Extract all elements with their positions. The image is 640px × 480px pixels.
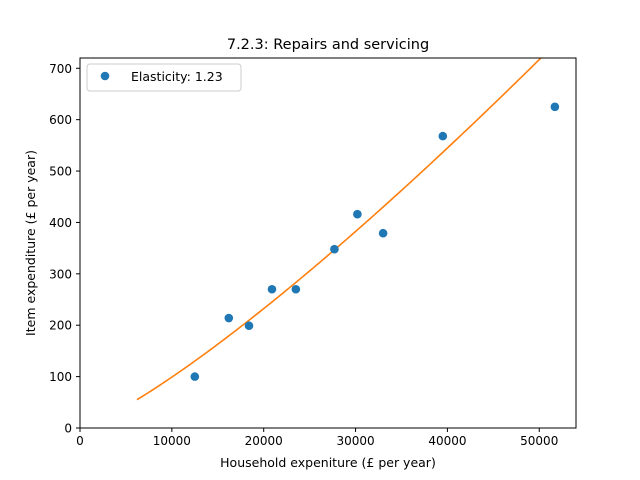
legend-box: [86, 63, 242, 92]
y-tick-label: 300: [49, 267, 72, 281]
data-point: [353, 209, 362, 219]
y-tick-label: 200: [49, 319, 72, 333]
data-point: [291, 284, 301, 294]
y-tick-label: 500: [49, 165, 72, 179]
data-point: [378, 228, 388, 238]
y-axis-label: Item expenditure (£ per year): [23, 150, 38, 336]
data-point: [550, 102, 560, 112]
y-tick-label: 400: [49, 216, 72, 230]
y-tick-label: 700: [49, 62, 72, 76]
fitted-curve-line: [136, 58, 543, 401]
y-tick-label: 0: [64, 422, 72, 436]
plot-area: 0 10000 20000 30000 40000 50000 0 100 200 300 400 5…: [49, 57, 577, 448]
data-point: [267, 284, 277, 294]
x-tick-label: 30000: [336, 434, 374, 448]
x-tick-label: 0: [76, 434, 84, 448]
x-tick-label: 50000: [520, 434, 558, 448]
data-point: [438, 131, 448, 141]
data-point: [330, 244, 339, 254]
x-tick-label: 10000: [153, 434, 191, 448]
legend-marker: [100, 71, 110, 81]
y-tick-label: 600: [49, 113, 72, 127]
data-point: [190, 372, 200, 381]
axes-frame: [79, 57, 577, 429]
y-tick-label: 100: [49, 370, 72, 384]
data-point: [244, 321, 254, 331]
x-tick-label: 20000: [245, 434, 283, 448]
legend-label: Elasticity: 1.23: [131, 69, 223, 84]
data-point: [224, 313, 234, 323]
chart-title: 7.2.3: Repairs and servicing: [227, 37, 429, 53]
x-axis-label: Household expeniture (£ per year): [220, 455, 436, 470]
x-tick-label: 40000: [428, 434, 466, 448]
